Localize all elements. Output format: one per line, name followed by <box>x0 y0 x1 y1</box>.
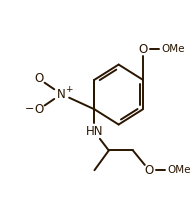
Text: +: + <box>65 85 73 94</box>
Text: O: O <box>34 103 44 116</box>
Text: N: N <box>57 88 66 101</box>
Text: HN: HN <box>86 125 103 138</box>
Text: OMe: OMe <box>162 44 185 54</box>
Text: O: O <box>145 164 154 177</box>
Text: O: O <box>34 72 44 85</box>
Text: O: O <box>138 43 147 56</box>
Text: OMe: OMe <box>167 165 191 175</box>
Text: −: − <box>24 104 34 114</box>
